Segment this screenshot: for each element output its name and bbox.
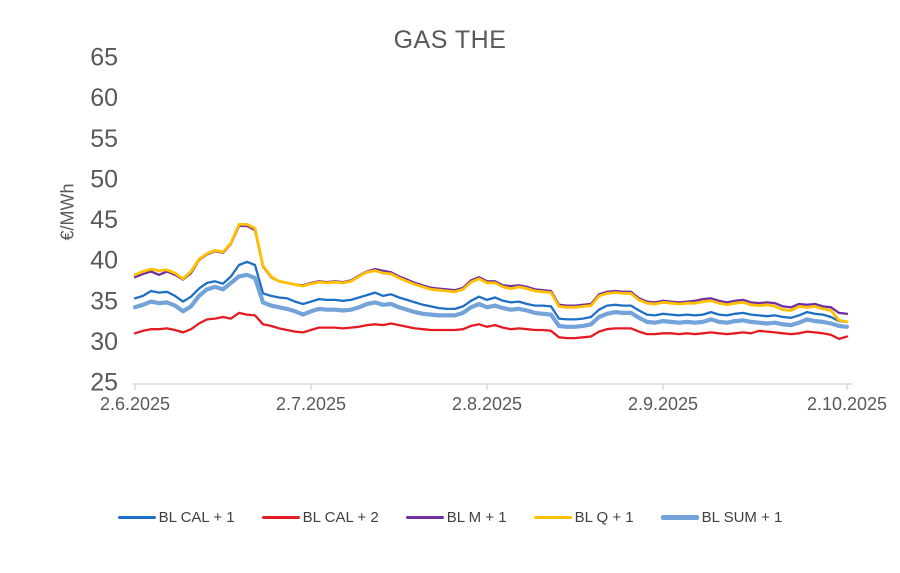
legend-label-bl-q-1: BL Q + 1 xyxy=(574,509,634,526)
x-tick-label: 2.9.2025 xyxy=(628,394,698,414)
x-tick-label: 2.6.2025 xyxy=(100,394,170,414)
y-tick-label: 40 xyxy=(90,247,118,275)
legend-label-bl-cal-2: BL CAL + 2 xyxy=(302,509,379,526)
x-tick-label: 2.8.2025 xyxy=(452,394,522,414)
y-tick-label: 30 xyxy=(90,328,118,356)
legend-item-bl-cal-2: BL CAL + 2 xyxy=(261,509,379,526)
y-tick-label: 35 xyxy=(90,287,118,315)
legend-swatch-bl-cal-1 xyxy=(117,515,156,520)
y-tick-label: 45 xyxy=(90,206,118,234)
y-tick-label: 55 xyxy=(90,125,118,153)
series-line-bl-m-1 xyxy=(133,224,849,315)
x-tick-label: 2.7.2025 xyxy=(276,394,346,414)
legend-item-bl-m-1: BL M + 1 xyxy=(405,509,507,526)
legend-swatch-bl-cal-2 xyxy=(261,515,300,520)
legend-label-bl-sum-1: BL SUM + 1 xyxy=(701,509,783,526)
legend-swatch-bl-m-1 xyxy=(405,515,444,520)
series-line-bl-q-1 xyxy=(133,222,849,324)
legend-label-bl-m-1: BL M + 1 xyxy=(446,509,507,526)
y-tick-label: 65 xyxy=(90,44,118,72)
chart-title: GAS THE xyxy=(393,26,507,54)
legend-item-bl-q-1: BL Q + 1 xyxy=(533,509,634,526)
y-tick-label: 50 xyxy=(90,165,118,193)
legend-swatch-bl-sum-1 xyxy=(660,515,699,520)
series-line-bl-cal-1 xyxy=(133,260,849,324)
y-tick-label: 60 xyxy=(90,84,118,112)
series-line-bl-cal-2 xyxy=(133,311,849,341)
chart-legend: BL CAL + 1 BL CAL + 2 BL M + 1 BL Q + 1 BL S… xyxy=(0,509,900,526)
legend-swatch-bl-q-1 xyxy=(533,515,572,520)
x-tick-label: 2.10.2025 xyxy=(807,394,887,414)
legend-item-bl-sum-1: BL SUM + 1 xyxy=(660,509,783,526)
series-line-bl-sum-1 xyxy=(132,272,850,329)
y-tick-label: 25 xyxy=(90,369,118,397)
legend-label-bl-cal-1: BL CAL + 1 xyxy=(158,509,235,526)
legend-item-bl-cal-1: BL CAL + 1 xyxy=(117,509,235,526)
